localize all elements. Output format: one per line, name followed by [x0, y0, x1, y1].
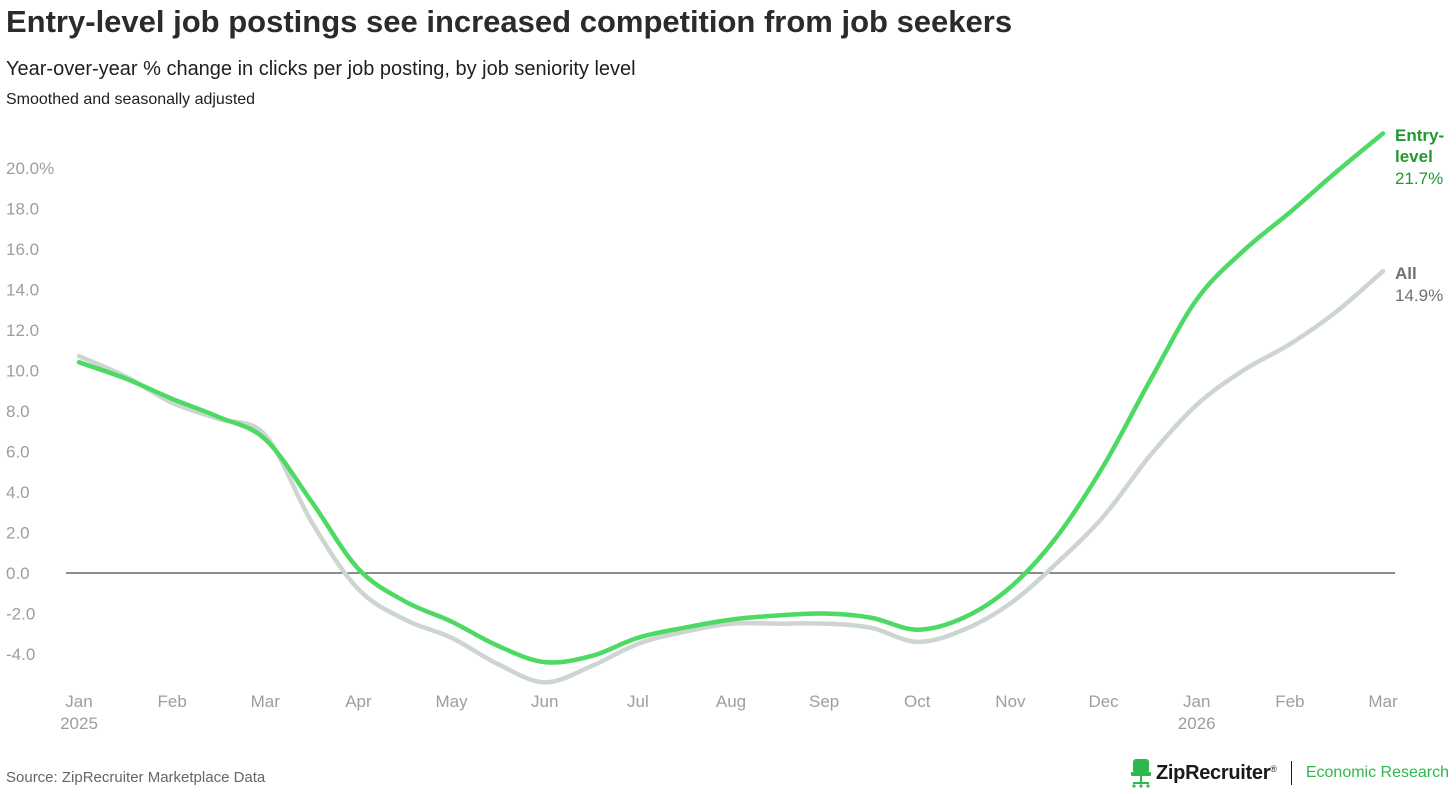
x-tick-label: Jun — [531, 692, 558, 711]
x-tick-label: Apr — [345, 692, 372, 711]
y-tick-label: 0.0 — [6, 564, 30, 583]
brand-name: ZipRecruiter — [1156, 761, 1271, 784]
series-line-all — [76, 268, 1386, 685]
y-tick-label: 6.0 — [6, 442, 30, 461]
chart-title: Entry-level job postings see increased c… — [6, 4, 1013, 39]
x-tick-label: Sep — [809, 692, 839, 711]
y-tick-label: 12.0 — [6, 321, 39, 340]
x-tick-label: Dec — [1088, 692, 1119, 711]
x-tick-label: Feb — [157, 692, 186, 711]
series-line-entry-level — [76, 131, 1386, 665]
series-label-entry-level: level — [1395, 147, 1433, 166]
x-tick-label: Jul — [627, 692, 649, 711]
y-tick-label: 14.0 — [6, 280, 39, 299]
series-label-entry-level: Entry- — [1395, 126, 1444, 145]
brand-registered-mark: ® — [1270, 764, 1277, 774]
chart-note: Smoothed and seasonally adjusted — [6, 91, 256, 108]
chair-icon — [1131, 759, 1151, 788]
y-tick-label: 4.0 — [6, 483, 30, 502]
x-tick-label: Jan — [1183, 692, 1210, 711]
x-tick-label: Mar — [1368, 692, 1398, 711]
y-tick-label: 16.0 — [6, 240, 39, 259]
x-tick-label: Mar — [251, 692, 281, 711]
y-tick-label: -4.0 — [6, 645, 35, 664]
y-tick-label: 2.0 — [6, 523, 30, 542]
y-tick-label: -2.0 — [6, 605, 35, 624]
x-tick-label: May — [436, 692, 469, 711]
series-value-all: 14.9% — [1395, 286, 1443, 305]
x-tick-label: Jan — [65, 692, 92, 711]
brand-footer: ZipRecruiter ® Economic Research — [1130, 758, 1449, 788]
x-tick-label: Nov — [995, 692, 1026, 711]
y-tick-label: 8.0 — [6, 402, 30, 421]
series-value-entry-level: 21.7% — [1395, 169, 1443, 188]
x-tick-label: Aug — [716, 692, 746, 711]
series-label-all: All — [1395, 264, 1417, 283]
source-note: Source: ZipRecruiter Marketplace Data — [6, 769, 266, 786]
x-tick-year-label: 2026 — [1178, 714, 1216, 733]
y-tick-label: 18.0 — [6, 199, 39, 218]
brand-unit-label: Economic Research — [1305, 764, 1450, 781]
x-tick-year-label: 2025 — [60, 714, 98, 733]
x-tick-label: Feb — [1275, 692, 1304, 711]
y-tick-label: 20.0% — [6, 159, 54, 178]
brand-divider — [1290, 761, 1292, 785]
x-tick-label: Oct — [904, 692, 931, 711]
chart-subtitle: Year-over-year % change in clicks per jo… — [6, 58, 636, 80]
y-tick-label: 10.0 — [6, 361, 39, 380]
